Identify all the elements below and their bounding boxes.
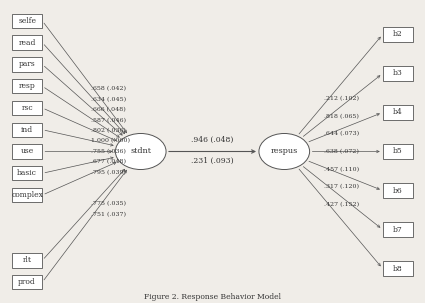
Text: b2: b2 — [393, 30, 403, 38]
Text: .802 (.036): .802 (.036) — [91, 128, 126, 133]
FancyBboxPatch shape — [12, 79, 43, 93]
FancyBboxPatch shape — [12, 57, 43, 72]
Text: stdnt: stdnt — [130, 148, 151, 155]
Text: .677 (.048): .677 (.048) — [91, 159, 126, 165]
FancyBboxPatch shape — [12, 253, 43, 268]
Text: .751 (.037): .751 (.037) — [91, 211, 126, 217]
Text: .666 (.048): .666 (.048) — [91, 107, 126, 112]
Text: b4: b4 — [393, 108, 403, 116]
Text: .795 (.039): .795 (.039) — [91, 170, 126, 175]
Text: complex: complex — [11, 191, 43, 199]
FancyBboxPatch shape — [382, 144, 413, 159]
Text: basic: basic — [17, 169, 37, 177]
FancyBboxPatch shape — [382, 222, 413, 237]
Text: .587 (.046): .587 (.046) — [91, 118, 126, 123]
Text: rsc: rsc — [21, 104, 33, 112]
Text: b3: b3 — [393, 69, 403, 78]
Text: .946 (.048): .946 (.048) — [191, 136, 234, 144]
Circle shape — [259, 134, 309, 169]
Text: .634 (.045): .634 (.045) — [91, 97, 127, 102]
Text: respus: respus — [271, 148, 298, 155]
FancyBboxPatch shape — [382, 27, 413, 42]
Text: pars: pars — [19, 60, 36, 68]
Text: ind: ind — [21, 126, 33, 134]
Text: .644 (.073): .644 (.073) — [324, 132, 360, 137]
FancyBboxPatch shape — [12, 166, 43, 181]
Text: Figure 2. Response Behavior Model: Figure 2. Response Behavior Model — [144, 294, 281, 301]
Text: .775 (.035): .775 (.035) — [91, 201, 126, 206]
FancyBboxPatch shape — [382, 261, 413, 276]
Text: .231 (.093): .231 (.093) — [191, 157, 234, 165]
FancyBboxPatch shape — [12, 35, 43, 50]
Text: .457 (.110): .457 (.110) — [324, 166, 360, 171]
Text: .212 (.102): .212 (.102) — [324, 96, 359, 102]
Text: .818 (.065): .818 (.065) — [324, 114, 359, 119]
Text: .427 (.152): .427 (.152) — [324, 201, 360, 207]
Text: rlt: rlt — [23, 256, 31, 264]
FancyBboxPatch shape — [382, 105, 413, 120]
FancyBboxPatch shape — [12, 14, 43, 28]
Text: b5: b5 — [393, 148, 403, 155]
Text: read: read — [18, 39, 36, 47]
Text: b8: b8 — [393, 265, 403, 273]
Text: selfe: selfe — [18, 17, 36, 25]
Text: prod: prod — [18, 278, 36, 286]
FancyBboxPatch shape — [382, 183, 413, 198]
FancyBboxPatch shape — [12, 144, 43, 159]
Text: use: use — [20, 148, 34, 155]
Text: .658 (.042): .658 (.042) — [91, 86, 126, 92]
Text: 1.000 (.000): 1.000 (.000) — [91, 138, 130, 144]
Text: .638 (.072): .638 (.072) — [324, 149, 359, 154]
Text: b7: b7 — [393, 225, 403, 234]
FancyBboxPatch shape — [12, 122, 43, 137]
Text: .317 (.120): .317 (.120) — [324, 184, 359, 189]
FancyBboxPatch shape — [12, 275, 43, 289]
Text: resp: resp — [19, 82, 36, 90]
FancyBboxPatch shape — [12, 101, 43, 115]
FancyBboxPatch shape — [12, 188, 43, 202]
Text: .755 (.036): .755 (.036) — [91, 149, 126, 154]
Circle shape — [116, 134, 166, 169]
FancyBboxPatch shape — [382, 66, 413, 81]
Text: b6: b6 — [393, 187, 403, 195]
